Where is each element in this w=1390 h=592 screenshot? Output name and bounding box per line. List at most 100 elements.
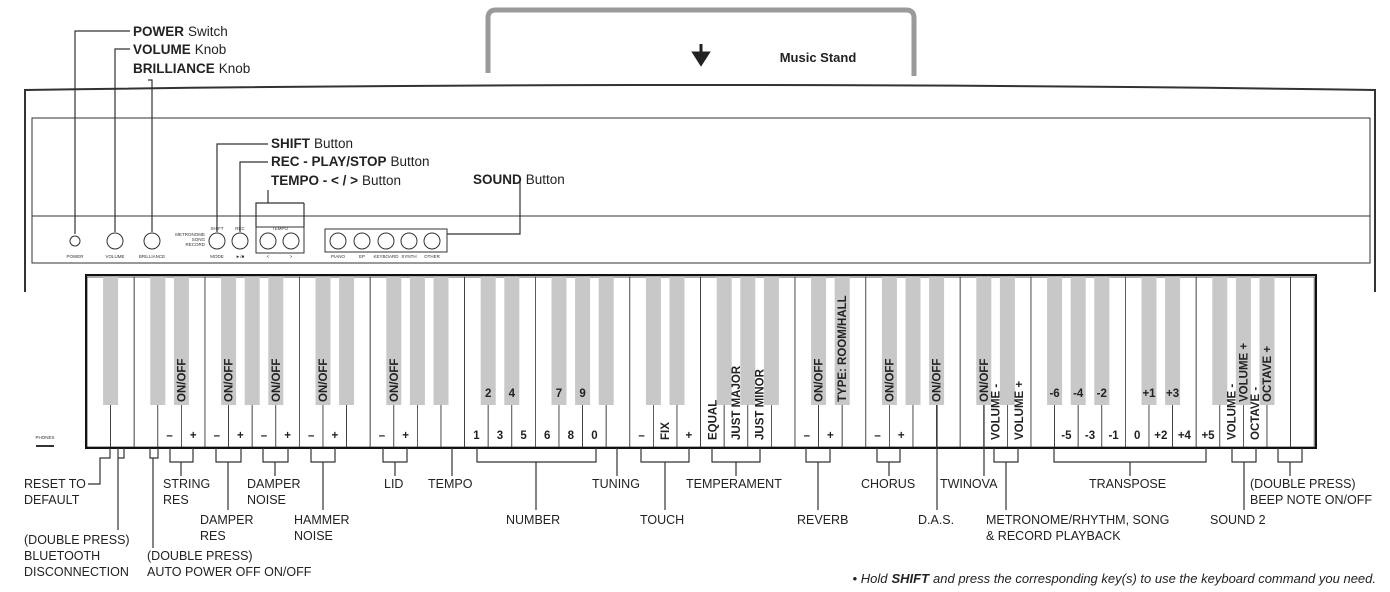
key-label: + xyxy=(331,430,338,442)
panel-label: ►/■ xyxy=(236,254,245,259)
key-function-label: BEEP NOTE ON/OFF xyxy=(1250,493,1372,507)
key-label: 3 xyxy=(497,430,503,442)
key-label: – xyxy=(874,430,881,442)
panel-label: BRILLIANCE xyxy=(139,254,165,259)
callout-bold: SHIFT xyxy=(271,136,311,151)
black-key xyxy=(1259,277,1275,405)
callouts: POWER Switch VOLUME Knob BRILLIANCE Knob SH… xyxy=(133,24,565,188)
key-label: – xyxy=(261,430,268,442)
panel-label: KEYBOARD xyxy=(373,254,399,259)
key-label: 7 xyxy=(556,388,562,400)
key-function-label: RES xyxy=(200,529,226,543)
key-function-label: REVERB xyxy=(797,513,848,527)
key-function-label: TEMPERAMENT xyxy=(686,477,782,491)
key-function-label: TRANSPOSE xyxy=(1089,477,1166,491)
callout: SOUND Button xyxy=(473,172,565,187)
key-label: +4 xyxy=(1178,430,1192,442)
key-function-label: (DOUBLE PRESS) xyxy=(1250,477,1356,491)
key-label: ON/OFF xyxy=(814,359,826,402)
black-key xyxy=(999,277,1015,405)
key-label: VOLUME + xyxy=(1014,381,1026,440)
volume-knob xyxy=(106,232,124,250)
key-label: – xyxy=(804,430,811,442)
callout: VOLUME Knob xyxy=(133,42,226,57)
black-key xyxy=(645,277,661,405)
black-key xyxy=(1212,277,1228,405)
key-function-label: SOUND 2 xyxy=(1210,513,1266,527)
black-key xyxy=(740,277,756,405)
black-key xyxy=(1165,277,1181,405)
panel-label: PHONES xyxy=(35,435,54,440)
key-label: ON/OFF xyxy=(932,359,944,402)
black-key xyxy=(480,277,496,405)
shift-button xyxy=(208,232,226,250)
black-key xyxy=(716,277,732,405)
key-label: +5 xyxy=(1201,430,1215,442)
key-label: ON/OFF xyxy=(271,359,283,402)
music-stand-outline xyxy=(485,7,917,76)
black-key xyxy=(339,277,355,405)
key-function-label: & RECORD PLAYBACK xyxy=(986,529,1121,543)
sound-button xyxy=(377,232,395,250)
black-key xyxy=(1141,277,1157,405)
black-key xyxy=(150,277,166,405)
key-label: -2 xyxy=(1097,388,1107,400)
key-label: -3 xyxy=(1085,430,1095,442)
key-label: +2 xyxy=(1154,430,1167,442)
piano-body xyxy=(24,84,1376,292)
footnote-text: • Hold xyxy=(853,571,889,586)
key-function-label: TWINOVA xyxy=(940,477,998,491)
key-label: ON/OFF xyxy=(884,359,896,402)
black-key xyxy=(409,277,425,405)
black-key xyxy=(244,277,260,405)
callout: TEMPO - < / > Button xyxy=(271,173,401,188)
key-leaders xyxy=(88,405,1303,548)
key-function-label: DAMPER xyxy=(247,477,300,491)
key-function-label: RESET TO xyxy=(24,477,86,491)
key-function-label: (DOUBLE PRESS) xyxy=(147,549,253,563)
key-label: VOLUME - xyxy=(1227,384,1239,440)
key-label: 6 xyxy=(544,430,550,442)
key-label: JUST MINOR xyxy=(755,368,767,440)
key-label: -5 xyxy=(1061,430,1072,442)
key-function-label: NUMBER xyxy=(506,513,560,527)
panel-label: VOLUME xyxy=(105,254,124,259)
key-label: ON/OFF xyxy=(389,359,401,402)
footnote: • Hold SHIFT and press the corresponding k… xyxy=(853,571,1376,586)
key-label: JUST MAJOR xyxy=(731,365,743,440)
key-label: VOLUME - xyxy=(991,384,1003,440)
key-label: 0 xyxy=(591,430,597,442)
key-function-label: DAMPER xyxy=(200,513,253,527)
black-key xyxy=(1094,277,1110,405)
callout-text: Knob xyxy=(219,61,251,76)
black-key xyxy=(1070,277,1086,405)
key-function-label: BLUETOOTH xyxy=(24,549,100,563)
music-stand-label: Music Stand xyxy=(780,50,857,65)
callout-bold: REC - PLAY/STOP xyxy=(271,154,387,169)
key-function-label: TUNING xyxy=(592,477,640,491)
key-label: -6 xyxy=(1049,388,1059,400)
panel-label: > xyxy=(290,254,293,259)
key-label: -1 xyxy=(1108,430,1119,442)
black-key xyxy=(598,277,614,405)
key-label: +3 xyxy=(1166,388,1179,400)
sound-button xyxy=(329,232,347,250)
brilliance-knob xyxy=(143,232,161,250)
black-key xyxy=(315,277,331,405)
key-function-label: METRONOME/RHYTHM, SONG xyxy=(986,513,1169,527)
footnote-text: and press the corresponding key(s) to us… xyxy=(933,571,1376,586)
callout: POWER Switch xyxy=(133,24,228,39)
callout-bold: TEMPO - < / > xyxy=(271,173,358,188)
key-label: EQUAL xyxy=(707,400,719,440)
callout-text: Button xyxy=(526,172,565,187)
callout: SHIFT Button xyxy=(271,136,353,151)
key-label: 2 xyxy=(485,388,491,400)
black-key xyxy=(551,277,567,405)
callout-leaders xyxy=(74,30,521,235)
key-function-label: D.A.S. xyxy=(918,513,954,527)
callout-text: Button xyxy=(314,136,353,151)
key-label: + xyxy=(685,430,692,442)
callout-text: Knob xyxy=(195,42,227,57)
key-function-label: NOISE xyxy=(247,493,286,507)
